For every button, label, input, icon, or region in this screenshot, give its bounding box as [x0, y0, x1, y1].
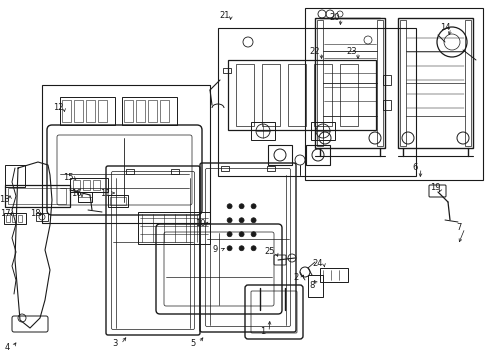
Bar [83, 180, 90, 190]
Bar [93, 180, 100, 190]
Bar [78, 192, 92, 202]
Bar [382, 100, 390, 110]
Bar [160, 100, 169, 122]
Text: 16: 16 [71, 189, 81, 198]
Text: 12: 12 [53, 104, 63, 112]
Bar [18, 215, 22, 222]
Text: 11: 11 [100, 189, 110, 198]
Bar [110, 197, 126, 205]
Text: 17: 17 [0, 210, 10, 219]
Bar [316, 20, 323, 146]
Text: 9: 9 [212, 246, 217, 255]
Text: 8: 8 [309, 280, 314, 289]
Bar [266, 166, 274, 171]
Text: 5: 5 [190, 338, 195, 347]
Text: 20: 20 [329, 13, 340, 22]
Circle shape [250, 218, 256, 223]
Bar [108, 195, 128, 207]
Text: 21: 21 [219, 10, 230, 19]
Bar [313, 64, 331, 126]
Bar [98, 100, 107, 122]
Bar [223, 68, 230, 73]
Bar [250, 122, 274, 140]
Bar [70, 178, 108, 192]
Bar [122, 97, 177, 125]
Circle shape [250, 246, 256, 251]
Text: 14: 14 [439, 23, 449, 32]
Bar [267, 145, 291, 165]
Text: 7: 7 [455, 224, 461, 233]
Bar [12, 215, 16, 222]
Bar [287, 64, 305, 126]
Bar [86, 100, 95, 122]
Text: 10: 10 [194, 220, 205, 229]
Bar [397, 18, 472, 148]
Bar [218, 28, 415, 176]
Bar [148, 100, 157, 122]
Bar [42, 85, 209, 223]
Circle shape [239, 218, 244, 223]
Bar [4, 213, 26, 224]
Bar [36, 213, 48, 221]
Circle shape [226, 232, 232, 237]
Bar [339, 64, 357, 126]
Bar [73, 180, 80, 190]
Circle shape [226, 246, 232, 251]
Text: 1: 1 [260, 328, 265, 337]
Circle shape [239, 246, 244, 251]
Circle shape [250, 232, 256, 237]
Circle shape [239, 204, 244, 209]
Text: 4: 4 [4, 342, 10, 351]
Bar [305, 8, 482, 180]
Circle shape [226, 218, 232, 223]
Bar [314, 18, 384, 148]
Bar [236, 64, 253, 126]
Bar [5, 165, 25, 187]
Text: 23: 23 [346, 48, 357, 57]
Bar [136, 100, 145, 122]
Text: 25: 25 [264, 248, 275, 256]
Circle shape [239, 232, 244, 237]
Bar [399, 20, 405, 146]
Text: 13: 13 [0, 195, 9, 204]
Text: 22: 22 [309, 48, 320, 57]
Bar [221, 166, 228, 171]
Bar [227, 60, 375, 130]
Bar [171, 169, 179, 174]
Bar [6, 215, 10, 222]
Text: 24: 24 [312, 260, 323, 269]
Text: 15: 15 [62, 174, 73, 183]
Bar [5, 185, 70, 207]
Circle shape [226, 204, 232, 209]
Text: 2: 2 [293, 274, 298, 283]
Bar [138, 212, 209, 244]
Bar [305, 145, 329, 165]
Bar [74, 100, 83, 122]
Bar [262, 64, 280, 126]
Bar [319, 268, 347, 282]
Bar [310, 122, 334, 140]
Bar [376, 20, 382, 146]
Bar [60, 97, 115, 125]
Text: 3: 3 [112, 339, 118, 348]
Text: 6: 6 [411, 163, 417, 172]
Bar [62, 100, 71, 122]
Bar [126, 169, 134, 174]
Bar [382, 75, 390, 85]
Bar [464, 20, 470, 146]
Bar [124, 100, 133, 122]
Bar [8, 188, 66, 204]
Bar [307, 275, 323, 297]
Text: 19: 19 [429, 184, 439, 193]
Text: 18: 18 [30, 210, 40, 219]
Circle shape [250, 204, 256, 209]
